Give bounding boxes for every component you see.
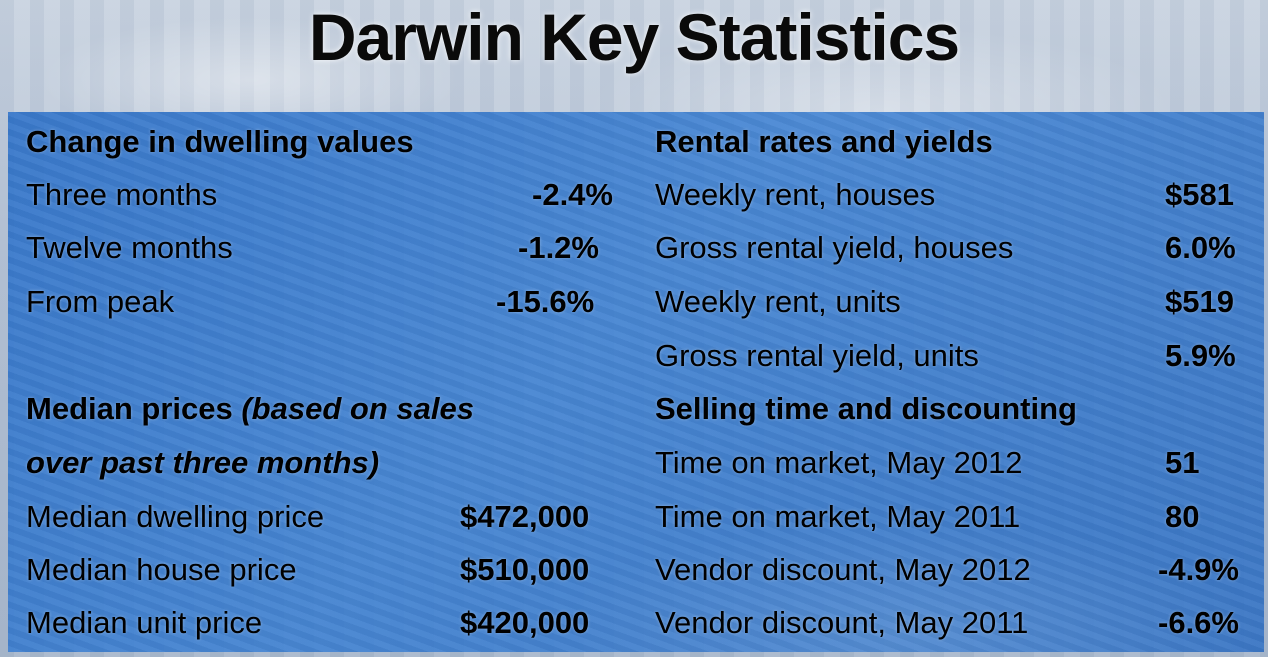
page-title: Darwin Key Statistics — [308, 0, 960, 74]
stat-value-median-unit: $420,000 — [460, 605, 590, 640]
stat-value-time-2012: 51 — [1165, 445, 1200, 480]
stat-label-yield-houses: Gross rental yield, houses — [655, 230, 1014, 265]
section-heading-rental: Rental rates and yields — [655, 124, 993, 159]
stat-label-median-house: Median house price — [26, 552, 297, 587]
section-heading-dwelling-values: Change in dwelling values — [26, 124, 414, 159]
stat-value-median-dwelling: $472,000 — [460, 499, 590, 534]
stat-label-discount-2011: Vendor discount, May 2011 — [655, 605, 1029, 640]
stat-label-three-months: Three months — [26, 177, 218, 212]
median-heading-bold: Median prices — [26, 391, 242, 426]
median-heading-italic-line2: over past three months) — [26, 445, 380, 480]
stat-value-weekly-rent-units: $519 — [1165, 284, 1234, 319]
stat-value-yield-units: 5.9% — [1165, 338, 1236, 373]
stat-label-weekly-rent-units: Weekly rent, units — [655, 284, 901, 319]
stat-value-median-house: $510,000 — [460, 552, 590, 587]
section-heading-median-prices: Median prices (based on sales — [26, 391, 474, 427]
stat-label-twelve-months: Twelve months — [26, 230, 233, 265]
stat-label-time-2011: Time on market, May 2011 — [655, 499, 1021, 534]
stat-label-yield-units: Gross rental yield, units — [655, 338, 979, 373]
stat-value-from-peak: -15.6% — [496, 284, 595, 319]
stats-panel — [8, 112, 1264, 652]
section-heading-selling: Selling time and discounting — [655, 391, 1077, 426]
stat-value-three-months: -2.4% — [532, 177, 613, 212]
stat-value-twelve-months: -1.2% — [518, 230, 599, 265]
stat-label-time-2012: Time on market, May 2012 — [655, 445, 1023, 480]
stat-label-weekly-rent-houses: Weekly rent, houses — [655, 177, 936, 212]
median-heading-italic: (based on sales — [241, 391, 474, 426]
stat-value-yield-houses: 6.0% — [1165, 230, 1236, 265]
stat-value-discount-2011: -6.6% — [1158, 605, 1239, 640]
stat-value-weekly-rent-houses: $581 — [1165, 177, 1234, 212]
stat-label-discount-2012: Vendor discount, May 2012 — [655, 552, 1031, 587]
stat-value-time-2011: 80 — [1165, 499, 1200, 534]
stat-label-median-dwelling: Median dwelling price — [26, 499, 325, 534]
stat-value-discount-2012: -4.9% — [1158, 552, 1239, 587]
stat-label-median-unit: Median unit price — [26, 605, 263, 640]
stat-label-from-peak: From peak — [26, 284, 175, 319]
